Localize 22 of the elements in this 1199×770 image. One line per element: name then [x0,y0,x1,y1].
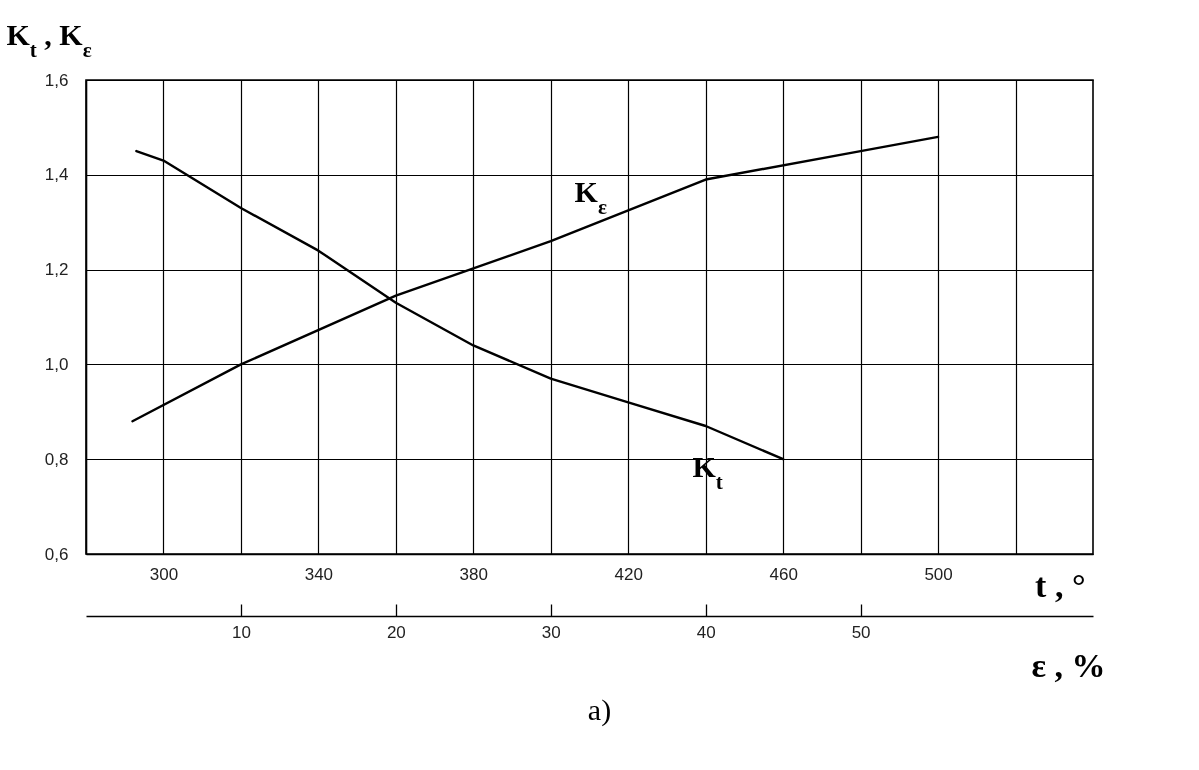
x2-tick-label: 40 [696,622,716,642]
x-tick-label: 300 [149,564,179,584]
y-tick-label: 0,6 [44,544,69,564]
x-tick-label: 380 [459,564,488,584]
x-tick-label: 340 [304,564,334,584]
x-axis-title: t , ° [1035,566,1086,604]
y-tick-label: 1,4 [44,165,69,185]
x-tick-label: 420 [614,564,643,584]
y-tick-label: 0,8 [44,449,69,469]
y-tick-label: 1,6 [44,70,69,90]
x-tick-label: 460 [769,564,798,584]
x2-tick-label: 20 [386,622,406,642]
x-tick-label: 500 [924,564,953,584]
x2-tick-label: 50 [851,622,871,642]
text: a) [586,693,613,727]
y-tick-label: 1,0 [44,354,69,374]
x2-tick-label: 10 [231,622,251,642]
y-axis-title: K$_{t}$ , K$_{ε}$ [6,17,92,62]
y-tick-label: 1,2 [44,260,69,280]
x2-axis-title: ε , % [1031,646,1106,684]
series-label: K$_{ε}$ [574,175,607,220]
x2-tick-label: 30 [541,622,561,642]
